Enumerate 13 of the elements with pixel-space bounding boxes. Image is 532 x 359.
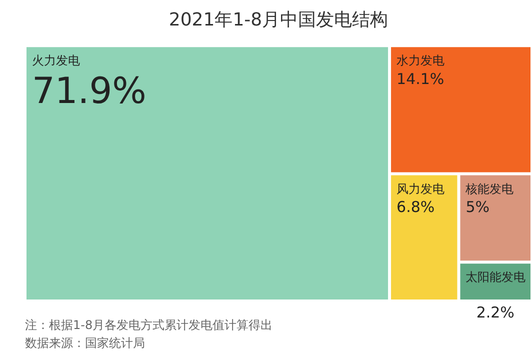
category-label: 火力发电 (32, 54, 80, 68)
category-label: 风力发电 (396, 182, 445, 196)
text: 2021年1-8月中国发电结构 (168, 9, 388, 30)
category-label: 水力发电 (396, 54, 445, 68)
source-note: 数据来源：国家统计局 (25, 336, 145, 350)
category-label: 太阳能发电 (466, 270, 526, 284)
category-label: 核能发电 (464, 182, 514, 196)
data-label: 71.9% (32, 70, 146, 112)
data-label: 14.1% (396, 70, 444, 88)
text: 注：根据1-8月各发电方式累计发电值计算得出 (25, 318, 273, 332)
data-label: 6.8% (396, 198, 435, 216)
data-label: 2.2% (476, 303, 514, 322)
data-label: 5% (466, 198, 490, 216)
